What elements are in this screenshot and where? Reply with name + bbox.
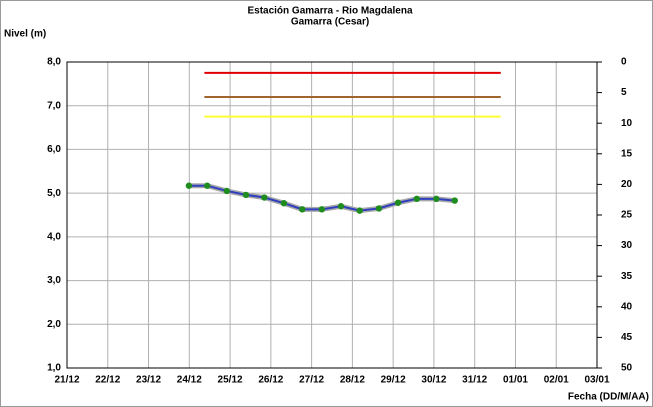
y2-tick-label: 0 xyxy=(621,57,627,68)
y2-tick-label: 10 xyxy=(621,118,633,129)
x-tick-label: 28/12 xyxy=(340,375,365,386)
y2-tick-label: 15 xyxy=(621,148,633,159)
x-tick-label: 25/12 xyxy=(218,375,243,386)
point xyxy=(394,199,402,206)
point xyxy=(261,194,268,201)
y-tick-label: 4,0 xyxy=(47,231,61,242)
y-tick-label: 5,0 xyxy=(47,188,61,199)
x-tick-label: 03/01 xyxy=(584,375,609,386)
point xyxy=(356,207,363,214)
chart-subtitle: Gamarra (Cesar) xyxy=(291,17,369,28)
point xyxy=(433,195,440,203)
point xyxy=(337,203,345,210)
y-axis-label: Nivel (m) xyxy=(4,29,46,40)
chart-title: Estación Gamarra - Rio Magdalena xyxy=(247,6,412,17)
x-tick-label: 02/01 xyxy=(544,375,569,386)
y2-tick-label: 5 xyxy=(621,87,627,98)
point xyxy=(185,182,193,189)
y2-tick-label: 45 xyxy=(621,332,633,343)
y-tick-label: 7,0 xyxy=(47,100,61,111)
point xyxy=(242,191,250,199)
y2-tick-label: 35 xyxy=(621,271,633,282)
plot-border xyxy=(66,61,598,369)
y-tick-label: 8,0 xyxy=(47,57,61,68)
y-tick-label: 1,0 xyxy=(47,363,61,374)
x-axis-label: Fecha (DD/M/AA) xyxy=(568,392,649,403)
x-tick-label: 01/01 xyxy=(503,375,528,386)
y2-tick-label: 30 xyxy=(621,240,633,251)
x-tick-label: 31/12 xyxy=(462,375,487,386)
y-tick-label: 6,0 xyxy=(47,144,61,155)
x-tick-label: 26/12 xyxy=(258,375,283,386)
x-tick-label: 23/12 xyxy=(136,375,161,386)
x-tick-label: 29/12 xyxy=(381,375,406,386)
point xyxy=(375,205,383,212)
point xyxy=(318,206,326,213)
point xyxy=(299,206,306,213)
x-tick-label: 24/12 xyxy=(177,375,202,386)
x-tick-label: 22/12 xyxy=(95,375,120,386)
x-tick-label: 21/12 xyxy=(54,375,79,386)
point xyxy=(451,197,458,204)
y2-tick-label: 20 xyxy=(621,179,633,190)
y2-tick-label: 40 xyxy=(621,301,633,312)
point xyxy=(204,182,211,189)
point xyxy=(280,199,288,207)
y-tick-label: 2,0 xyxy=(47,319,61,330)
point xyxy=(223,187,231,195)
y2-tick-label: 25 xyxy=(621,210,633,221)
y2-tick-label: 50 xyxy=(621,363,633,374)
y-tick-label: 3,0 xyxy=(47,275,61,286)
x-tick-label: 30/12 xyxy=(421,375,446,386)
point xyxy=(413,195,420,203)
x-tick-label: 27/12 xyxy=(299,375,324,386)
